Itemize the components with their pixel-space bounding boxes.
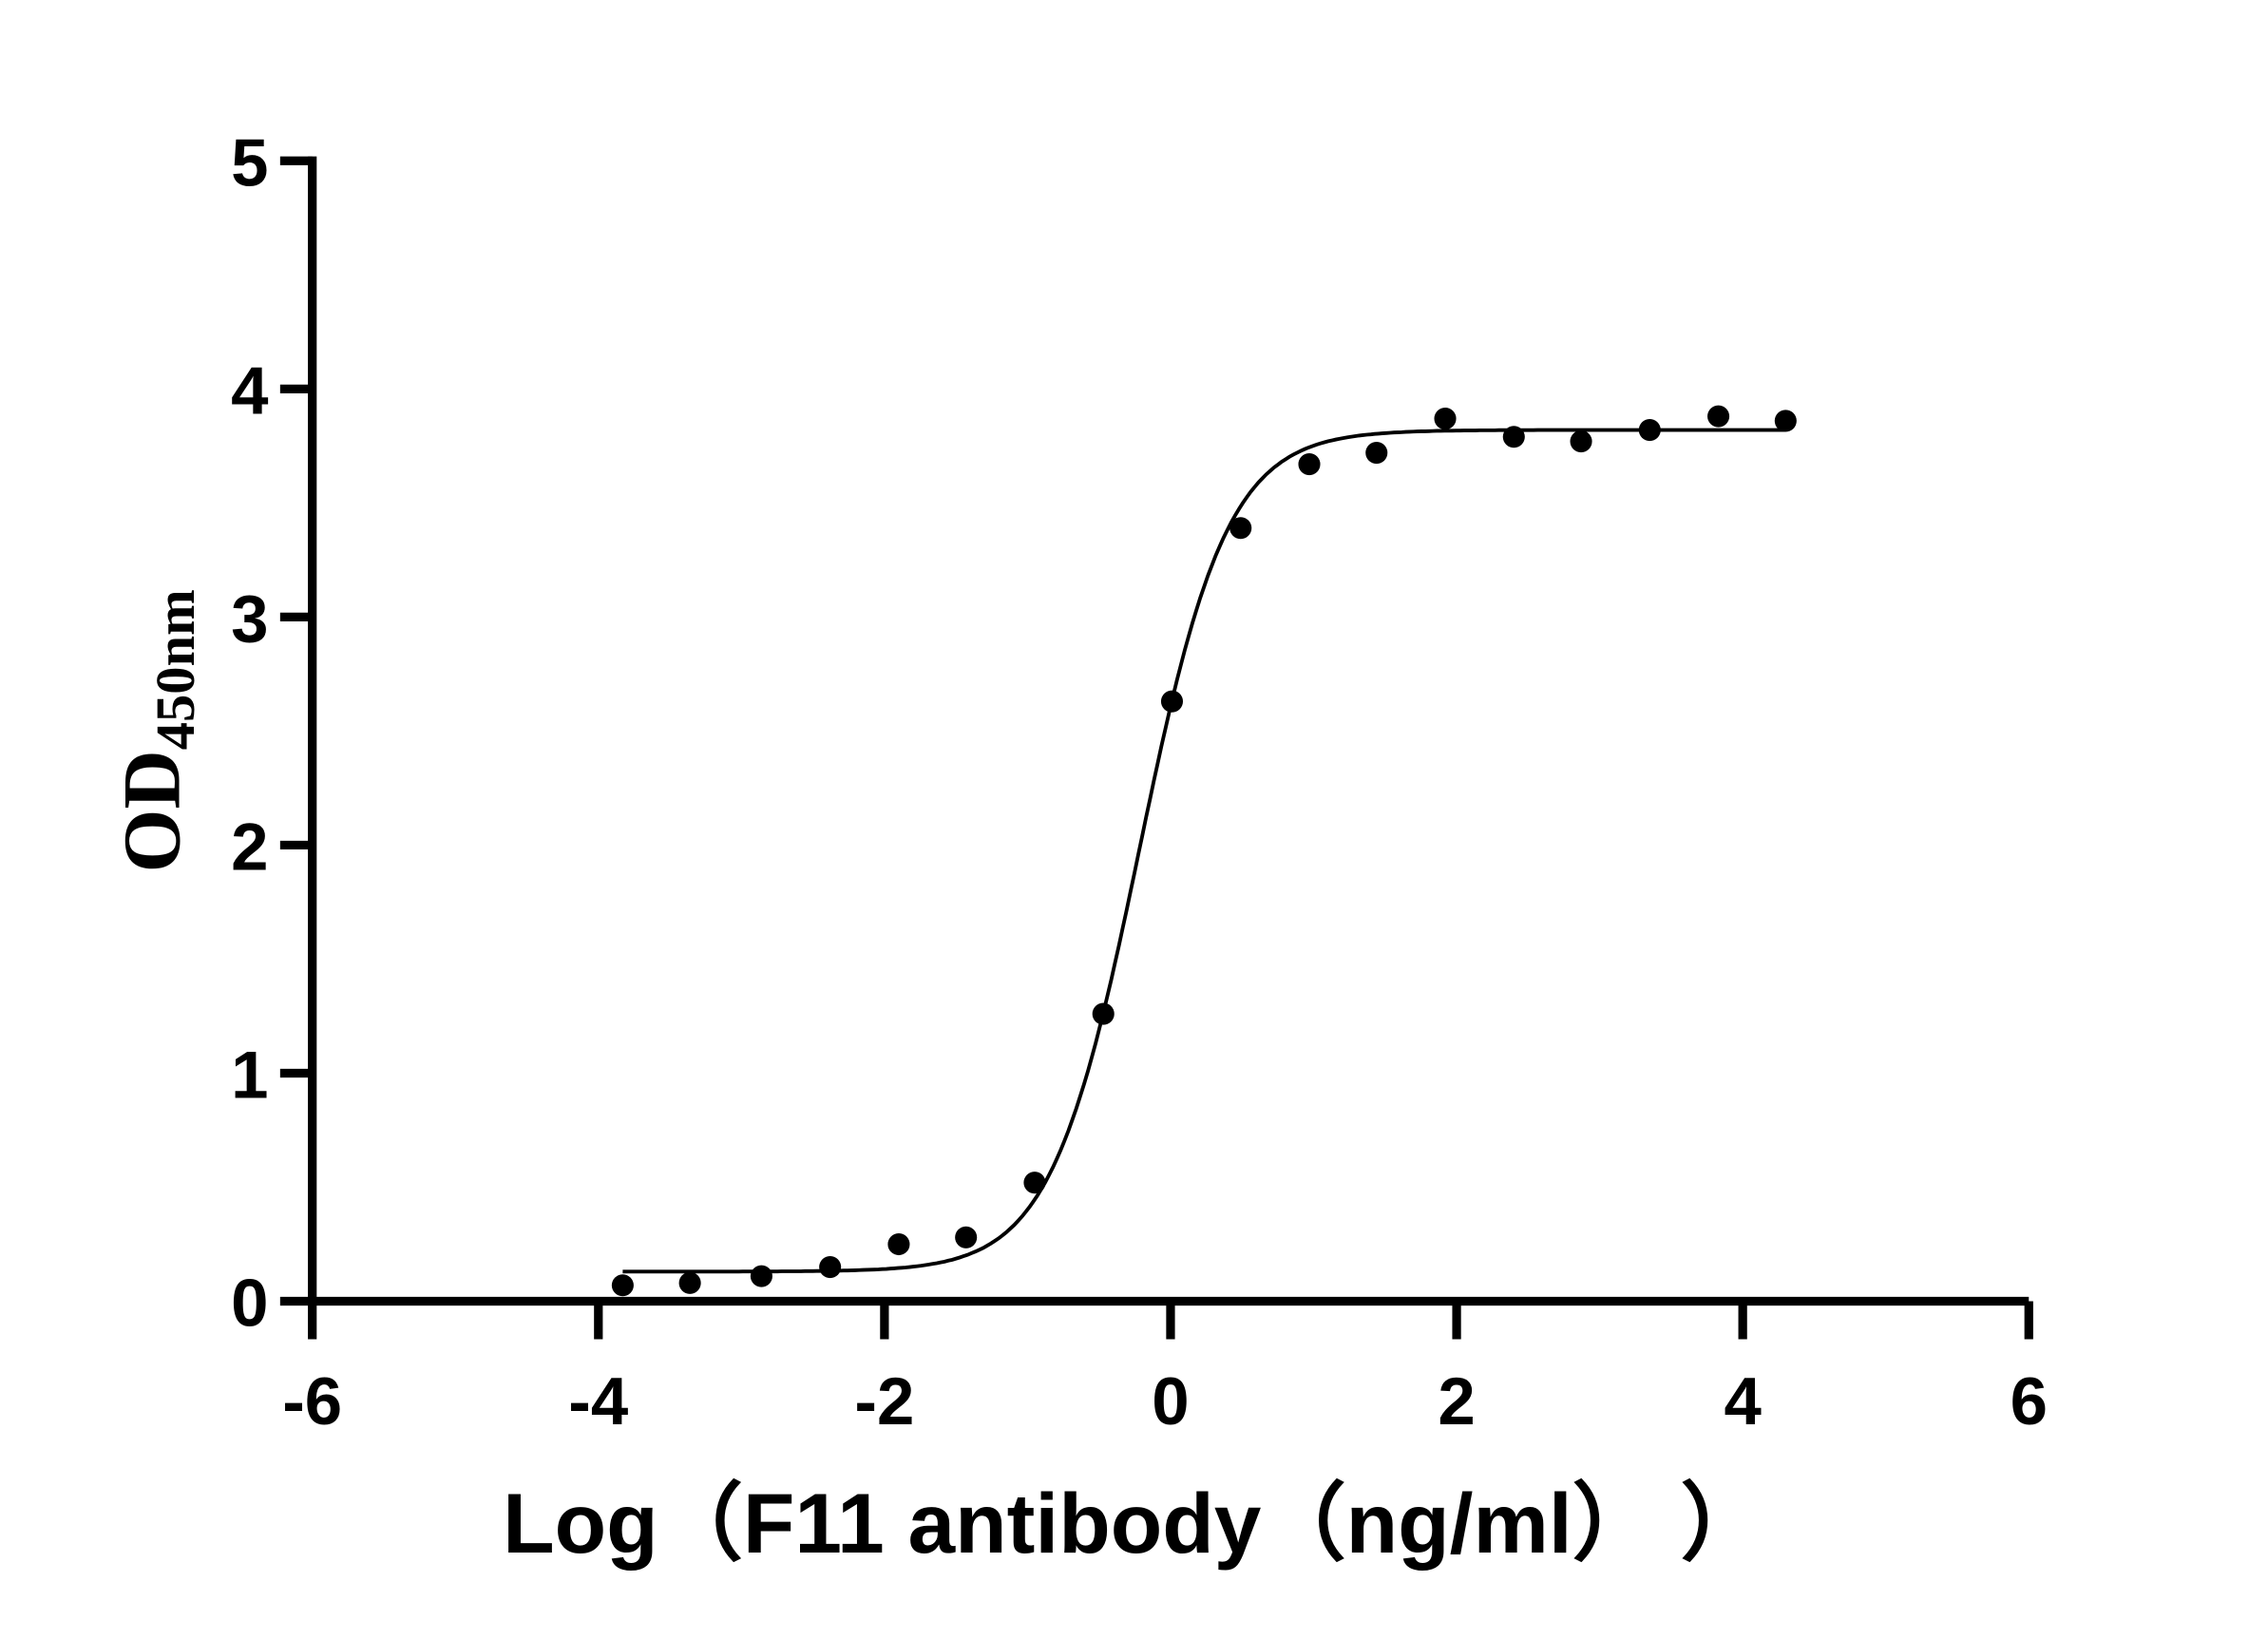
x-tick-label: 2	[1438, 1363, 1475, 1439]
x-tick-label: 6	[2011, 1363, 2048, 1439]
y-axis-label-main: OD	[106, 750, 198, 872]
data-point	[819, 1255, 842, 1279]
x-tick-label: 4	[1724, 1363, 1761, 1439]
data-point	[1707, 405, 1730, 428]
y-axis-label-subscript: 450nm	[144, 589, 206, 750]
fit-curve	[622, 428, 1786, 1274]
y-tick-label: 0	[231, 1266, 268, 1341]
data-point	[611, 1274, 634, 1297]
y-tick-label: 2	[231, 810, 268, 885]
data-points	[611, 405, 1797, 1297]
y-tick-labels: 0 1 2 3 4 5	[231, 124, 268, 1340]
data-point	[955, 1226, 978, 1248]
data-point	[1092, 1002, 1115, 1025]
data-point	[1023, 1172, 1046, 1194]
data-point	[1570, 429, 1592, 453]
data-point	[1365, 441, 1388, 465]
data-point	[750, 1265, 772, 1287]
data-point	[1160, 690, 1184, 713]
data-point	[1298, 452, 1321, 476]
x-tick-label: 0	[1152, 1363, 1189, 1439]
axes	[279, 156, 2033, 1340]
data-point	[1502, 426, 1525, 448]
y-tick-label: 4	[231, 353, 268, 428]
y-tick-label: 3	[231, 581, 268, 657]
data-point	[1774, 410, 1797, 432]
y-axis-label: OD450nm	[106, 589, 206, 872]
data-point	[1638, 418, 1661, 442]
data-point	[887, 1232, 910, 1256]
svg-text:OD450nm: OD450nm	[106, 589, 206, 872]
data-point	[1229, 517, 1252, 540]
data-point	[1434, 407, 1457, 430]
x-axis-label: Log（F11 antibody（ng/ml） ）	[503, 1476, 1765, 1571]
data-point	[678, 1271, 701, 1294]
y-tick-label: 1	[231, 1038, 268, 1113]
y-tick-label: 5	[231, 124, 268, 200]
x-tick-label: -4	[568, 1363, 628, 1439]
x-tick-labels: -6 -4 -2 0 2 4 6	[282, 1363, 2048, 1439]
x-tick-label: -2	[854, 1363, 914, 1439]
x-tick-label: -6	[282, 1363, 342, 1439]
